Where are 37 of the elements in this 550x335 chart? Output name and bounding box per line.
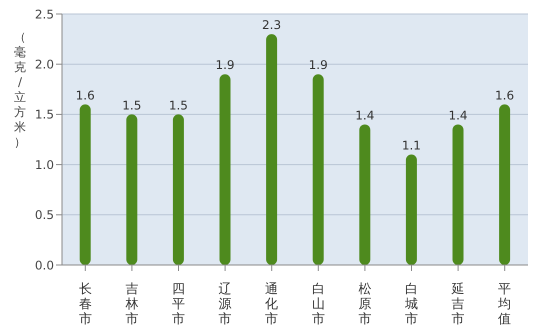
x-tick-label: 辽源市 bbox=[218, 282, 232, 327]
x-tick-label: 白城市 bbox=[404, 282, 418, 327]
bar bbox=[499, 104, 510, 265]
y-tick-label: 1.0 bbox=[34, 158, 54, 172]
x-tick-label: 延吉市 bbox=[450, 282, 465, 327]
data-label: 1.6 bbox=[495, 88, 514, 102]
bar bbox=[359, 124, 370, 265]
data-label: 1.5 bbox=[122, 98, 142, 112]
x-tick-label: 通化市 bbox=[265, 282, 278, 327]
y-tick-label: 1.5 bbox=[34, 108, 54, 122]
x-tick-label: 长春市 bbox=[78, 282, 92, 327]
bar bbox=[266, 34, 278, 265]
y-tick-label: 2.0 bbox=[34, 57, 54, 72]
data-label: 1.9 bbox=[308, 58, 328, 72]
bar bbox=[406, 154, 417, 265]
bar bbox=[126, 114, 138, 265]
bar bbox=[312, 74, 324, 265]
bar bbox=[452, 124, 464, 265]
data-label: 1.6 bbox=[76, 88, 95, 102]
data-label: 2.3 bbox=[262, 18, 282, 32]
y-tick-label: 2.5 bbox=[34, 7, 54, 22]
bar bbox=[172, 114, 184, 265]
x-tick-label: 吉林市 bbox=[124, 282, 138, 327]
x-tick-label: 白山市 bbox=[312, 282, 325, 327]
x-tick-label: 平均值 bbox=[497, 282, 512, 327]
data-label: 1.4 bbox=[448, 108, 468, 122]
data-label: 1.9 bbox=[215, 58, 235, 72]
y-tick-label: 0.5 bbox=[34, 208, 54, 222]
data-label: 1.4 bbox=[355, 108, 374, 122]
data-label: 1.5 bbox=[168, 98, 188, 112]
x-tick-label: 四平市 bbox=[172, 282, 185, 327]
data-label: 1.1 bbox=[402, 138, 421, 153]
y-tick-label: 0.0 bbox=[34, 258, 54, 272]
y-axis-title: （毫克/立方米） bbox=[14, 30, 26, 149]
x-tick-label: 松原市 bbox=[358, 282, 372, 327]
bar bbox=[220, 74, 231, 265]
bar bbox=[80, 104, 91, 265]
